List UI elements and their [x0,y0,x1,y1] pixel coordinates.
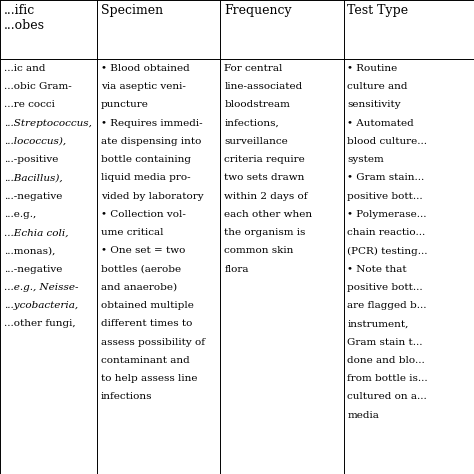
Text: sensitivity: sensitivity [347,100,401,109]
Text: Test Type: Test Type [347,4,409,17]
Text: culture and: culture and [347,82,408,91]
Text: • Routine: • Routine [347,64,398,73]
Text: Specimen: Specimen [101,4,163,17]
Text: media: media [347,410,379,419]
Text: ...lococcus),: ...lococcus), [4,137,66,146]
Text: infections,: infections, [224,118,279,128]
Text: done and blo...: done and blo... [347,356,425,365]
Text: Frequency: Frequency [224,4,292,17]
Text: • Collection vol-: • Collection vol- [101,210,186,219]
Text: ...Echia coli,: ...Echia coli, [4,228,68,237]
Text: • Automated: • Automated [347,118,414,128]
Text: cultured on a...: cultured on a... [347,392,427,401]
Text: common skin: common skin [224,246,293,255]
Text: • Requires immedi-: • Requires immedi- [101,118,202,128]
Text: infections: infections [101,392,153,401]
Text: ...other fungi,: ...other fungi, [4,319,75,328]
Text: puncture: puncture [101,100,149,109]
Text: via aseptic veni-: via aseptic veni- [101,82,186,91]
Text: • Gram stain...: • Gram stain... [347,173,425,182]
Text: bottles (aerobe: bottles (aerobe [101,264,181,273]
Text: ...-negative: ...-negative [4,192,62,201]
Text: • Polymerase...: • Polymerase... [347,210,427,219]
Text: obtained multiple: obtained multiple [101,301,194,310]
Text: flora: flora [224,264,249,273]
Text: each other when: each other when [224,210,312,219]
Text: vided by laboratory: vided by laboratory [101,192,204,201]
Text: liquid media pro-: liquid media pro- [101,173,191,182]
Text: bottle containing: bottle containing [101,155,191,164]
Text: • One set = two: • One set = two [101,246,185,255]
Text: from bottle is...: from bottle is... [347,374,428,383]
Text: the organism is: the organism is [224,228,306,237]
Text: • Note that: • Note that [347,264,407,273]
Text: contaminant and: contaminant and [101,356,190,365]
Text: For central: For central [224,64,283,73]
Text: ...Bacillus),: ...Bacillus), [4,173,63,182]
Text: different times to: different times to [101,319,192,328]
Text: and anaerobe): and anaerobe) [101,283,177,292]
Text: line-associated: line-associated [224,82,302,91]
Text: ume critical: ume critical [101,228,164,237]
Text: ...e.g.,: ...e.g., [4,210,36,219]
Text: • Blood obtained: • Blood obtained [101,64,190,73]
Text: ...-positive: ...-positive [4,155,58,164]
Text: ...ific
...obes: ...ific ...obes [4,4,45,32]
Text: ...ic and: ...ic and [4,64,46,73]
Text: instrument,: instrument, [347,319,409,328]
Text: to help assess line: to help assess line [101,374,198,383]
Text: positive bott...: positive bott... [347,192,423,201]
Text: two sets drawn: two sets drawn [224,173,305,182]
Text: ...e.g., Neisse-: ...e.g., Neisse- [4,283,78,292]
Text: ...Streptococcus,: ...Streptococcus, [4,118,91,128]
Text: assess possibility of: assess possibility of [101,338,205,346]
Text: bloodstream: bloodstream [224,100,290,109]
Text: chain reactio...: chain reactio... [347,228,426,237]
Text: ...obic Gram-: ...obic Gram- [4,82,72,91]
Text: blood culture...: blood culture... [347,137,428,146]
Text: surveillance: surveillance [224,137,288,146]
Text: ate dispensing into: ate dispensing into [101,137,201,146]
Text: criteria require: criteria require [224,155,305,164]
Text: ...ycobacteria,: ...ycobacteria, [4,301,78,310]
Text: positive bott...: positive bott... [347,283,423,292]
Text: are flagged b...: are flagged b... [347,301,427,310]
Text: (PCR) testing...: (PCR) testing... [347,246,428,255]
Text: Gram stain t...: Gram stain t... [347,338,423,346]
Text: ...-negative: ...-negative [4,264,62,273]
Text: ...re cocci: ...re cocci [4,100,55,109]
Text: system: system [347,155,384,164]
Text: within 2 days of: within 2 days of [224,192,308,201]
Text: ...monas),: ...monas), [4,246,55,255]
